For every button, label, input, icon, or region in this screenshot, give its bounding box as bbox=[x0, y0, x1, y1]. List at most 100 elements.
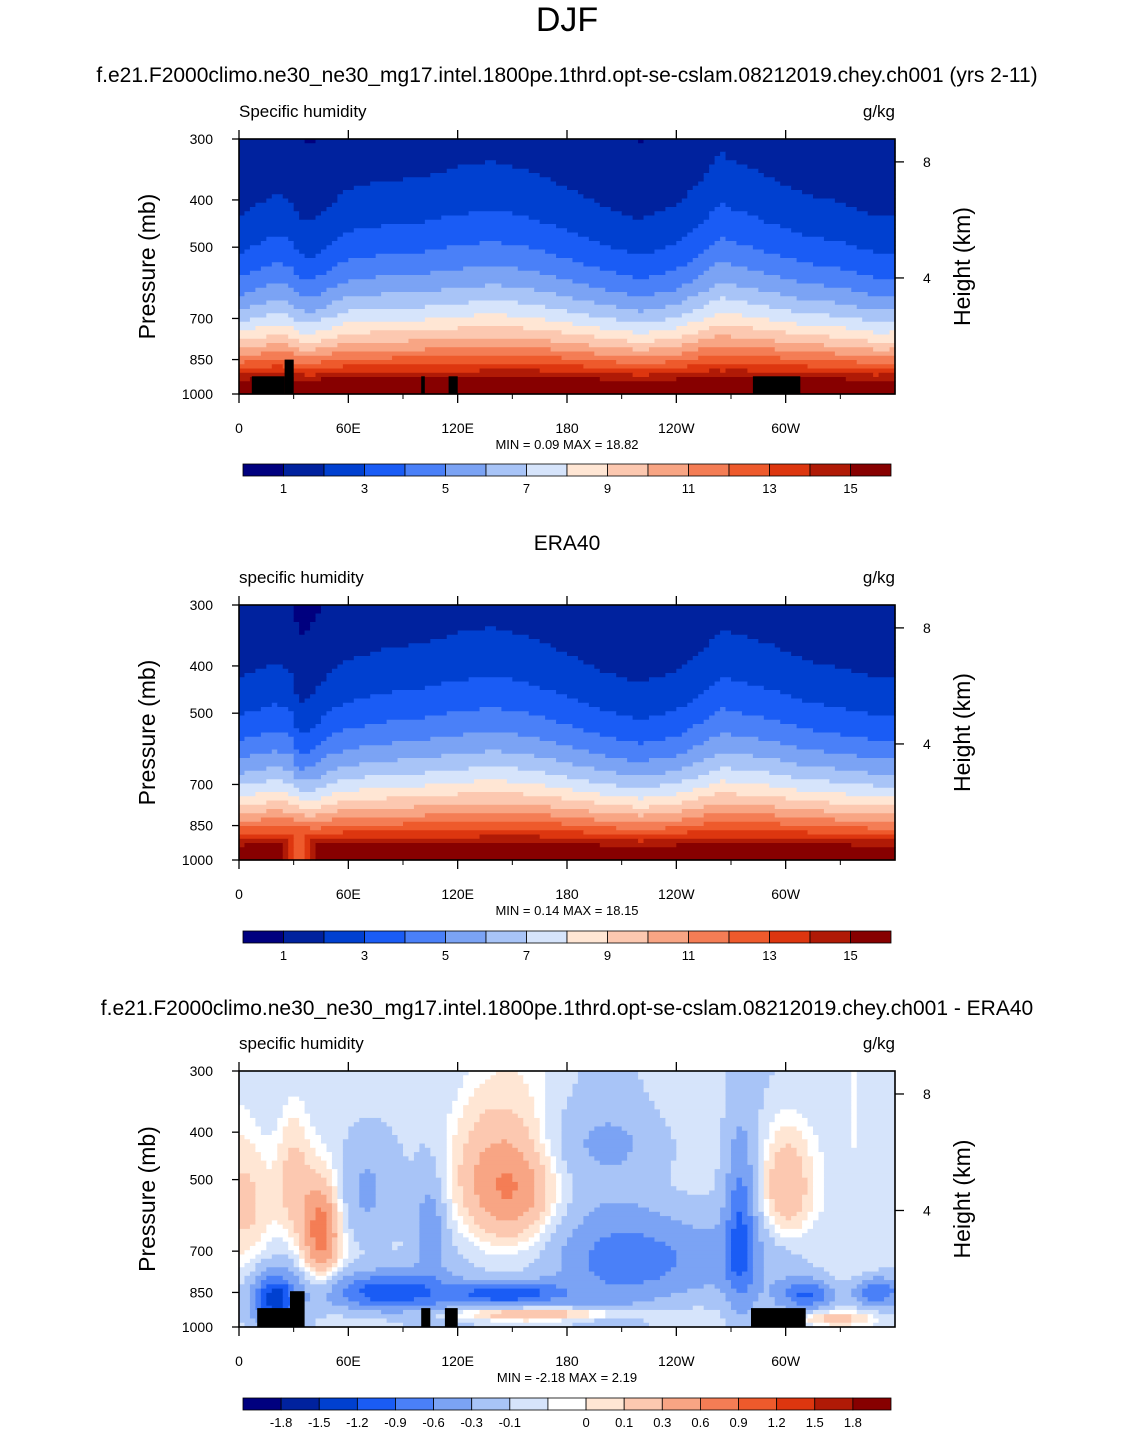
heatmap-cell bbox=[266, 766, 284, 772]
heatmap-cell bbox=[485, 1267, 524, 1273]
heatmap-cell bbox=[249, 1297, 256, 1302]
heatmap-cell bbox=[255, 1143, 278, 1149]
heatmap-cell bbox=[342, 1147, 404, 1153]
heatmap-cell bbox=[802, 1224, 814, 1230]
heatmap-cell bbox=[654, 338, 699, 344]
heatmap-cell bbox=[288, 1100, 306, 1106]
lon-tick-label: 60E bbox=[336, 420, 361, 436]
heatmap-cell bbox=[315, 1245, 328, 1251]
heatmap-cell bbox=[348, 279, 574, 285]
heatmap-cell bbox=[468, 1211, 492, 1217]
heatmap-cell bbox=[545, 1079, 579, 1085]
heatmap-cell bbox=[239, 1284, 251, 1290]
heatmap-cell bbox=[304, 1156, 322, 1162]
colorbar-label: 0 bbox=[582, 1415, 589, 1430]
heatmap-cell bbox=[239, 1088, 459, 1093]
heatmap-cell bbox=[545, 1135, 563, 1140]
heatmap-cell bbox=[326, 1314, 344, 1320]
heatmap-cell bbox=[293, 851, 306, 857]
heatmap-cell bbox=[692, 724, 798, 729]
heatmap-cell bbox=[304, 1194, 328, 1200]
heatmap-cell bbox=[424, 770, 546, 776]
heatmap-cell bbox=[359, 1194, 377, 1200]
heatmap-cell bbox=[692, 1305, 705, 1311]
heatmap-cell bbox=[599, 1160, 623, 1166]
heatmap-cell bbox=[758, 1130, 770, 1136]
heatmap-cell bbox=[413, 1156, 437, 1162]
heatmap-cell bbox=[834, 351, 896, 357]
heatmap-cell bbox=[605, 1280, 645, 1285]
heatmap-cell bbox=[731, 1143, 748, 1149]
heatmap-cell bbox=[774, 1164, 803, 1170]
heatmap-cell bbox=[271, 1130, 284, 1136]
heatmap-cell bbox=[670, 1160, 721, 1166]
heatmap-cell bbox=[260, 1284, 267, 1290]
heatmap-cell bbox=[572, 1177, 672, 1183]
heatmap-cell bbox=[736, 1309, 748, 1315]
heatmap-cell bbox=[523, 1079, 546, 1085]
heatmap-cell bbox=[802, 1220, 814, 1226]
heatmap-cell bbox=[556, 1169, 568, 1174]
heatmap-cell bbox=[528, 1092, 546, 1098]
colorbar-label: 0.6 bbox=[691, 1415, 709, 1430]
heatmap-cell bbox=[550, 177, 705, 183]
heatmap-cell bbox=[244, 1322, 262, 1328]
heatmap-cell bbox=[752, 1177, 759, 1183]
heatmap-cell bbox=[725, 1228, 732, 1234]
heatmap-cell bbox=[720, 1309, 738, 1315]
heatmap-cell bbox=[293, 1237, 300, 1243]
heatmap-cell bbox=[315, 1241, 328, 1247]
heatmap-cell bbox=[299, 292, 322, 297]
heatmap-cell bbox=[769, 1177, 809, 1183]
heatmap-cell bbox=[703, 821, 781, 827]
heatmap-cell bbox=[556, 1173, 563, 1179]
heatmap-cell bbox=[698, 338, 776, 344]
heatmap-cell bbox=[823, 1280, 863, 1285]
heatmap-cell bbox=[463, 1275, 541, 1281]
heatmap-cell bbox=[304, 1203, 333, 1209]
heatmap-cell bbox=[239, 304, 251, 310]
heatmap-cell bbox=[282, 364, 344, 370]
heatmap-cell bbox=[616, 826, 666, 831]
heatmap-cell bbox=[545, 1220, 552, 1226]
heatmap-cell bbox=[304, 1199, 328, 1204]
heatmap-cell bbox=[545, 1216, 552, 1221]
colorbar-swatch bbox=[738, 1397, 778, 1411]
heatmap-cell bbox=[512, 211, 623, 217]
heatmap-cell bbox=[331, 1216, 338, 1221]
heatmap-cell bbox=[785, 796, 896, 802]
heatmap-cell bbox=[288, 1122, 300, 1128]
heatmap-cell bbox=[709, 715, 765, 721]
heatmap-cell bbox=[239, 283, 267, 289]
heatmap-cell bbox=[856, 1122, 896, 1128]
heatmap-cell bbox=[403, 1322, 475, 1328]
heatmap-cell bbox=[326, 1228, 333, 1234]
heatmap-cell bbox=[266, 1267, 289, 1273]
colorbar-swatch bbox=[280, 1397, 320, 1411]
heatmap-cell bbox=[747, 1254, 754, 1260]
heatmap-cell bbox=[239, 660, 344, 666]
y-axis-title: Pressure (mb) bbox=[134, 1126, 160, 1272]
heatmap-cell bbox=[441, 1186, 448, 1192]
heatmap-cell bbox=[545, 1092, 574, 1098]
heatmap-cell bbox=[545, 1147, 552, 1153]
heatmap-cell bbox=[763, 1096, 852, 1102]
heatmap-cell bbox=[315, 617, 896, 623]
heatmap-cell bbox=[239, 1207, 256, 1213]
heatmap-cell bbox=[813, 1156, 825, 1162]
heatmap-cell bbox=[490, 1318, 524, 1324]
heatmap-cell bbox=[239, 1280, 246, 1285]
heatmap-cell bbox=[856, 1135, 896, 1140]
heatmap-cell bbox=[703, 173, 765, 178]
heatmap-cell bbox=[293, 1258, 300, 1264]
heatmap-cell bbox=[856, 1105, 896, 1110]
heatmap-cell bbox=[353, 698, 579, 704]
heatmap-cell bbox=[326, 753, 442, 759]
heatmap-cell bbox=[457, 1126, 475, 1132]
heatmap-cell bbox=[774, 1203, 803, 1209]
heatmap-cell bbox=[720, 1139, 732, 1145]
heatmap-cell bbox=[780, 821, 896, 827]
heatmap-cell bbox=[255, 668, 289, 674]
heatmap-cell bbox=[277, 1147, 289, 1153]
heatmap-cell bbox=[337, 343, 590, 348]
